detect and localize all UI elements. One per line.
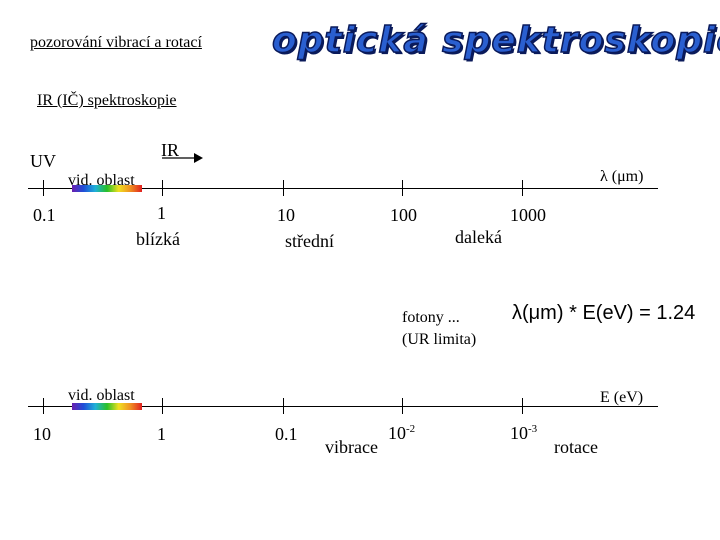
- top-axis-line: [28, 188, 658, 189]
- note-line2: (UR limita): [402, 331, 477, 348]
- top-tick-label: 1000: [510, 205, 546, 225]
- bottom-tick: [283, 398, 284, 414]
- region-near-label: blízká: [136, 229, 180, 249]
- top-tick-label: 1: [157, 203, 166, 223]
- section-title: IR (IČ) spektroskopie: [37, 92, 177, 109]
- top-tick-label: 10: [277, 205, 295, 225]
- ir-arrow-icon: [162, 153, 203, 163]
- bottom-tick: [43, 398, 44, 414]
- top-unit-label: λ (μm): [600, 168, 644, 185]
- formula-rhs: E(eV) = 1.24: [582, 302, 696, 324]
- region-far-label: daleká: [455, 227, 502, 247]
- bottom-axis-line: [28, 406, 658, 407]
- top-tick-label: 100: [390, 205, 417, 225]
- formula-operator: *: [569, 302, 577, 324]
- top-visible-spectrum-bar: [72, 185, 142, 192]
- bottom-tick: [162, 398, 163, 414]
- top-tick: [43, 180, 44, 196]
- bottom-vis-label: vid. oblast: [68, 387, 135, 404]
- top-tick: [522, 180, 523, 196]
- bottom-tick-label: 1: [157, 424, 166, 444]
- top-vis-label: vid. oblast: [68, 172, 135, 189]
- top-tick: [402, 180, 403, 196]
- region-mid-label: střední: [285, 231, 334, 251]
- note-line1: fotony ...: [402, 309, 460, 326]
- region-rotation-label: rotace: [554, 437, 598, 457]
- conversion-formula: λ(μm) * E(eV) = 1.24: [512, 302, 695, 325]
- bottom-tick: [402, 398, 403, 414]
- header-subtitle: pozorování vibrací a rotací: [30, 34, 202, 51]
- page-title-logo: optická spektroskopie: [271, 19, 720, 62]
- bottom-tick-label: 10: [33, 424, 51, 444]
- top-tick: [162, 180, 163, 196]
- bottom-tick-label: 10-2: [388, 423, 416, 443]
- bottom-tick-label: 10-3: [510, 423, 538, 443]
- bottom-unit-label: E (eV): [600, 389, 644, 406]
- region-vibration-label: vibrace: [325, 437, 378, 457]
- top-tick: [283, 180, 284, 196]
- uv-label: UV: [30, 151, 56, 171]
- bottom-tick-label: 0.1: [275, 424, 298, 444]
- bottom-tick: [522, 398, 523, 414]
- ir-label: IR: [161, 140, 179, 160]
- top-tick-label: 0.1: [33, 205, 56, 225]
- formula-lhs: λ(μm): [512, 302, 564, 324]
- bottom-visible-spectrum-bar: [72, 403, 142, 410]
